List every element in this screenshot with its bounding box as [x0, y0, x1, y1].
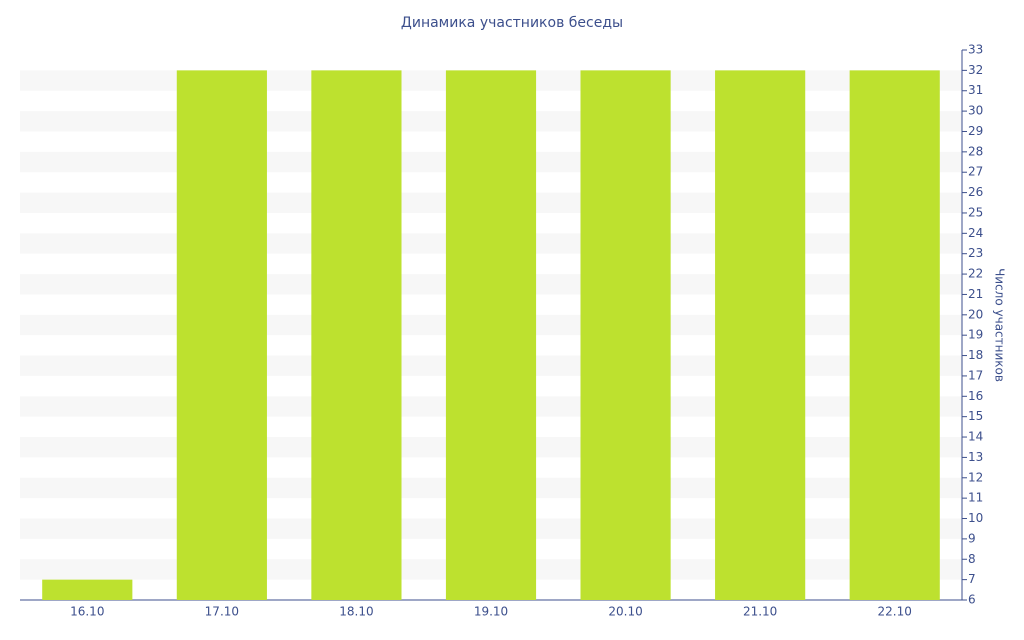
y-tick-label: 22: [968, 267, 983, 281]
y-tick-label: 28: [968, 144, 983, 158]
x-tick-label: 16.10: [70, 605, 104, 619]
y-tick-label: 30: [968, 104, 983, 118]
y-tick-label: 10: [968, 511, 983, 525]
y-tick-label: 18: [968, 348, 983, 362]
y-tick-label: 26: [968, 185, 983, 199]
bar: [445, 70, 537, 601]
y-axis-label: Число участников: [993, 268, 1007, 382]
y-tick-label: 29: [968, 124, 983, 138]
y-tick-label: 14: [968, 430, 983, 444]
y-tick-label: 31: [968, 83, 983, 97]
x-tick-label: 20.10: [608, 605, 642, 619]
y-tick-label: 13: [968, 450, 983, 464]
y-tick-label: 12: [968, 470, 983, 484]
y-tick-label: 7: [968, 572, 976, 586]
y-tick-label: 16: [968, 389, 983, 403]
bar: [42, 579, 133, 600]
y-tick-label: 17: [968, 368, 983, 382]
bar: [849, 70, 940, 601]
bar: [715, 70, 806, 601]
y-tick-label: 8: [968, 552, 976, 566]
y-tick-label: 19: [968, 328, 983, 342]
x-tick-label: 19.10: [474, 605, 508, 619]
y-tick-label: 25: [968, 205, 983, 219]
y-tick-label: 11: [968, 491, 983, 505]
bar: [176, 70, 267, 601]
y-tick-label: 9: [968, 531, 976, 545]
y-tick-label: 27: [968, 165, 983, 179]
y-tick-label: 6: [968, 593, 976, 607]
y-tick-label: 20: [968, 307, 983, 321]
y-tick-label: 32: [968, 63, 983, 77]
y-tick-label: 33: [968, 43, 983, 57]
x-tick-label: 18.10: [339, 605, 373, 619]
y-tick-label: 15: [968, 409, 983, 423]
y-tick-label: 24: [968, 226, 983, 240]
bar: [311, 70, 402, 601]
x-tick-label: 22.10: [878, 605, 912, 619]
chart-title: Динамика участников беседы: [401, 15, 623, 31]
bar: [580, 70, 671, 601]
x-tick-label: 17.10: [205, 605, 239, 619]
x-tick-label: 21.10: [743, 605, 777, 619]
y-tick-label: 21: [968, 287, 983, 301]
y-tick-label: 23: [968, 246, 983, 260]
